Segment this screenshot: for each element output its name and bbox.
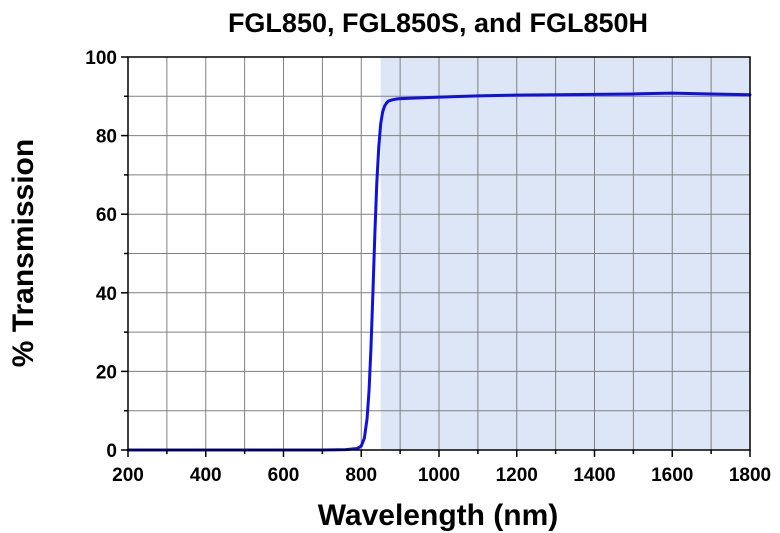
chart-title: FGL850, FGL850S, and FGL850H [228, 8, 648, 38]
x-tick-label: 1600 [651, 465, 693, 486]
x-tick-label: 600 [268, 465, 300, 486]
grid-layer [128, 57, 750, 450]
y-tick-label: 60 [96, 205, 117, 226]
y-tick-label: 40 [96, 284, 117, 305]
y-tick-label: 0 [106, 441, 117, 462]
x-tick-label: 200 [112, 465, 144, 486]
x-axis-label: Wavelength (nm) [318, 499, 559, 532]
series-line [126, 91, 752, 452]
y-tick-label: 80 [96, 127, 117, 148]
x-tick-label: 1800 [729, 465, 771, 486]
y-axis-label: % Transmission [7, 139, 40, 367]
series-layer [126, 91, 752, 452]
y-tick-label: 100 [85, 48, 117, 69]
y-tick-label: 20 [96, 362, 117, 383]
x-tick-label: 1400 [573, 465, 615, 486]
tick-layer: 200 400 600 800 1000 1200 1400 1600 1800 0 20 40 60 8… [85, 48, 771, 486]
x-tick-label: 400 [190, 465, 222, 486]
x-tick-label: 1200 [496, 465, 538, 486]
x-tick-label: 1000 [418, 465, 460, 486]
x-tick-label: 800 [345, 465, 377, 486]
